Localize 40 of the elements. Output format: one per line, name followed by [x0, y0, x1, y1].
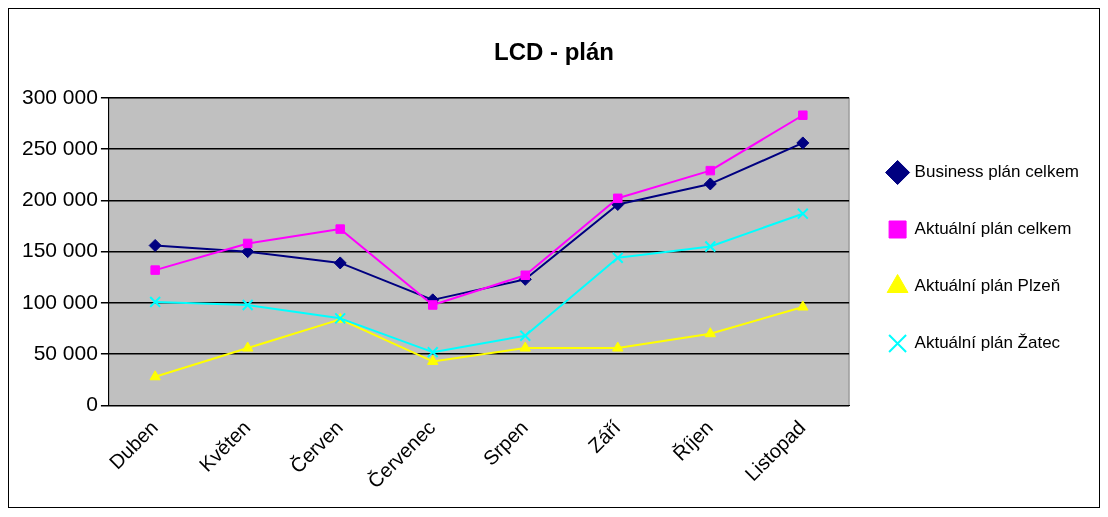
point — [798, 110, 808, 120]
chart-title: LCD - plán — [494, 38, 614, 66]
y-tick-label: 200 000 — [21, 187, 98, 211]
point — [242, 238, 253, 249]
legend-label: Aktuální plán celkem — [914, 219, 1072, 239]
point — [150, 265, 160, 275]
legend-label: Aktuální plán Žatec — [914, 333, 1061, 353]
point — [242, 341, 254, 352]
x-tick-label: Září — [583, 415, 625, 457]
point — [149, 295, 162, 308]
point — [705, 165, 716, 176]
point — [333, 256, 347, 270]
point — [612, 341, 624, 352]
point — [704, 327, 716, 338]
legend-label: Business plán celkem — [914, 162, 1080, 182]
point — [519, 341, 531, 352]
point — [796, 136, 810, 150]
point — [241, 299, 254, 311]
point — [703, 177, 717, 191]
point — [796, 207, 809, 220]
point — [611, 251, 624, 264]
point — [335, 224, 345, 234]
point — [241, 245, 255, 259]
point — [427, 300, 438, 310]
point — [149, 370, 161, 381]
point — [520, 270, 530, 280]
y-tick-label: 300 000 — [21, 84, 98, 108]
point — [613, 193, 623, 204]
y-tick-label: 150 000 — [21, 238, 98, 262]
point — [427, 354, 439, 365]
legend-label: Aktuální plán Plzeň — [914, 276, 1061, 296]
point — [797, 300, 809, 311]
y-tick-label: 100 000 — [21, 289, 98, 313]
point — [704, 240, 717, 253]
point — [426, 346, 439, 359]
y-tick-label: 50 000 — [33, 341, 98, 365]
y-tick-label: 0 — [86, 392, 98, 416]
point — [519, 329, 532, 342]
point — [148, 239, 162, 252]
y-tick-label: 250 000 — [21, 135, 98, 159]
